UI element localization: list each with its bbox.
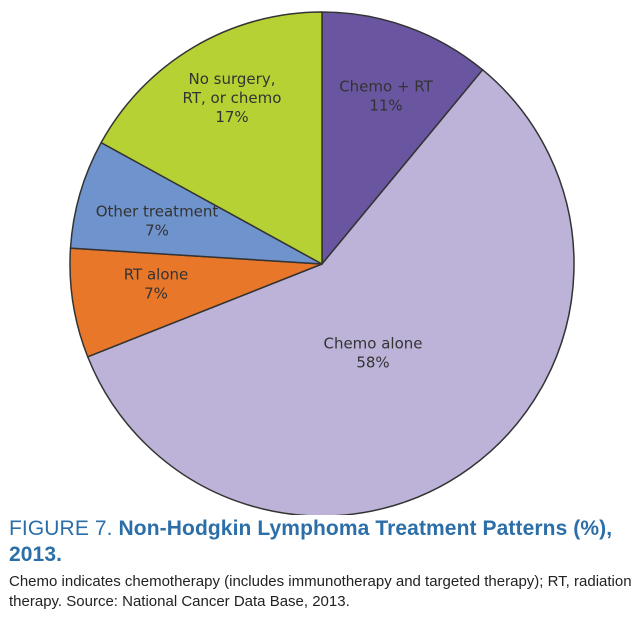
figure-title: FIGURE 7. Non-Hodgkin Lymphoma Treatment… [9,516,634,568]
slice-label-line: 7% [145,222,169,240]
slice-label-line: 58% [356,354,389,372]
slice-label-line: 17% [215,108,248,126]
pie-chart: Chemo + RT 11% Chemo alone 58% RT alone 7% Oth… [69,11,575,515]
pie-slice [86,69,575,515]
slice-label-line: RT alone [124,266,189,284]
slice-label: Chemo alone 58% [323,335,422,372]
slice-label-line: Other treatment [96,203,219,221]
slice-label: No surgery, RT, or chemo 17% [183,70,282,126]
pie-slices [69,11,575,515]
figure-number: FIGURE 7. [9,517,113,540]
slice-label-line: Chemo alone [323,335,422,353]
slice-label-line: 7% [144,285,168,303]
slice-label-line: Chemo + RT [339,78,433,96]
pie-slice [321,11,484,265]
pie-labels: Chemo + RT 11%Chemo alone 58%RT alone 7%Oth… [96,70,434,372]
figure-description: Chemo indicates chemotherapy (includes i… [9,573,632,610]
slice-label-line: No surgery, [189,70,276,88]
slice-label: Other treatment 7% [96,203,219,240]
figure-caption: FIGURE 7. Non-Hodgkin Lymphoma Treatment… [9,516,634,612]
pie-slice [69,247,323,358]
slice-label-line: 11% [369,97,402,115]
slice-label: RT alone 7% [124,266,189,303]
figure-title-text: Non-Hodgkin Lymphoma Treatment Patterns … [9,517,613,566]
pie-slice [69,141,323,265]
slice-label: Chemo + RT 11% [339,78,433,115]
pie-chart-svg: Chemo + RT 11%Chemo alone 58%RT alone 7%Oth… [69,11,575,515]
slice-label-line: RT, or chemo [183,89,282,107]
pie-slice [100,11,323,265]
